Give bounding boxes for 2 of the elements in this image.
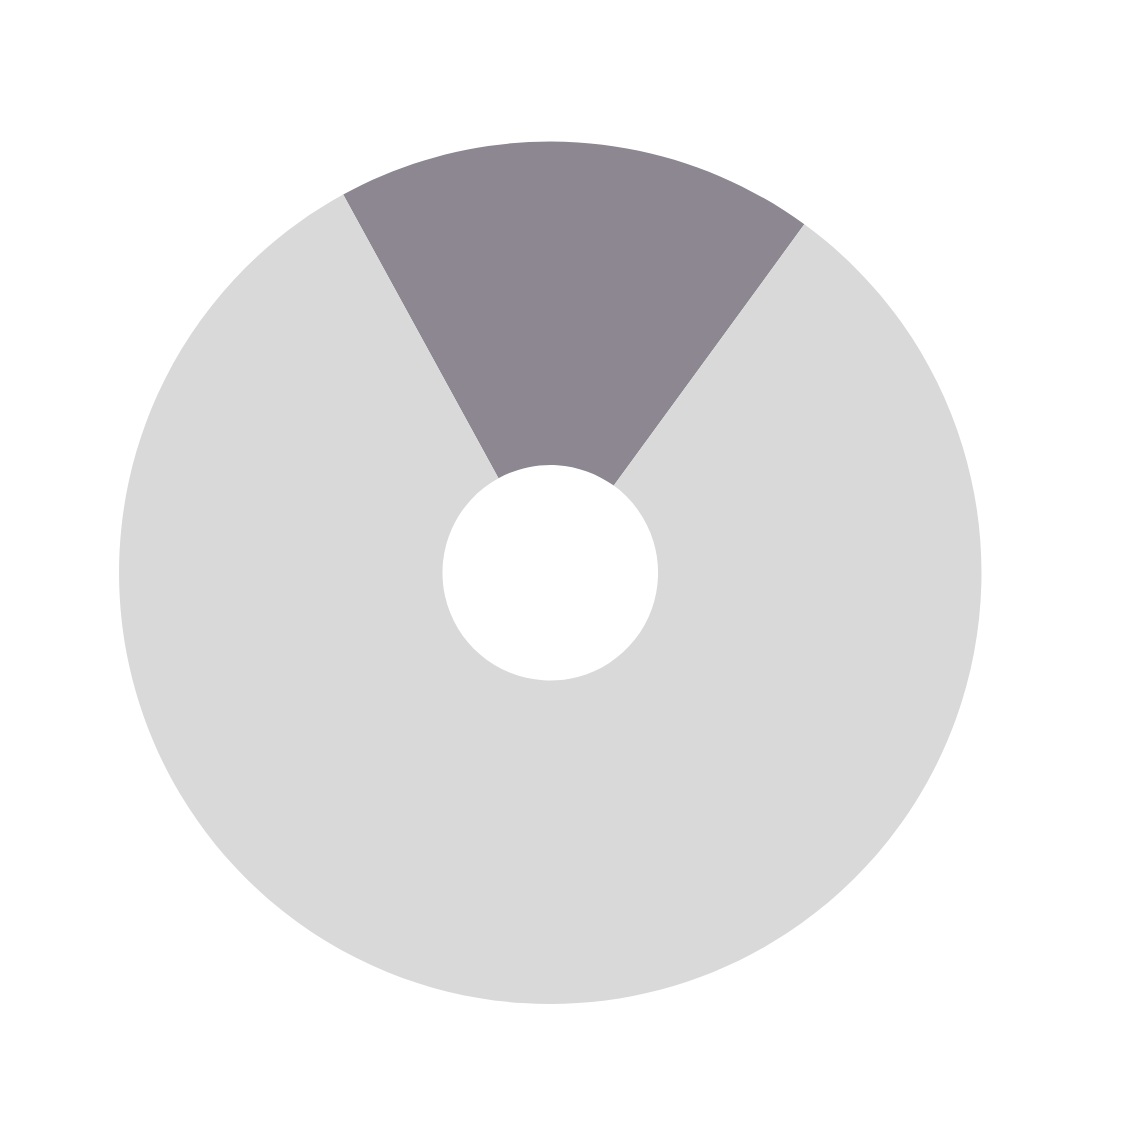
donut-slice bbox=[343, 141, 805, 486]
donut-slice bbox=[119, 194, 982, 1004]
